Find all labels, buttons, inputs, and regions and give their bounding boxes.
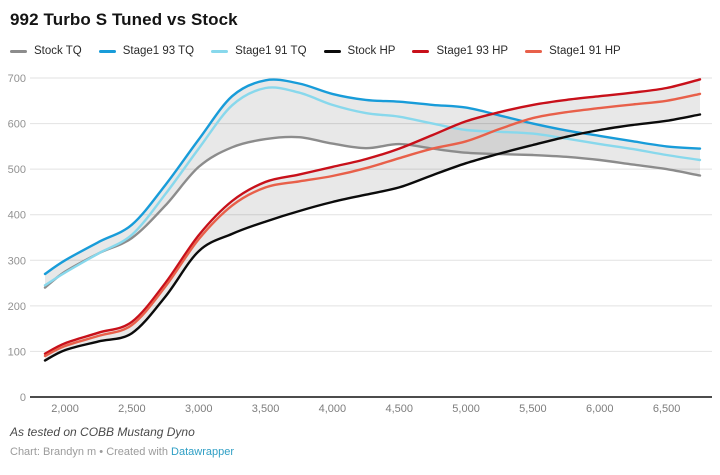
datawrapper-link[interactable]: Datawrapper xyxy=(171,446,234,458)
y-tick-label: 600 xyxy=(8,119,26,131)
x-tick-label: 2,500 xyxy=(118,403,146,415)
curve-stage1-91-tq xyxy=(43,86,702,287)
chart-header: 992 Turbo S Tuned vs Stock xyxy=(0,0,720,30)
curve-stock-hp xyxy=(43,113,702,362)
x-tick-label: 5,000 xyxy=(452,403,480,415)
legend-item: Stage1 91 TQ xyxy=(211,45,307,57)
created-with-text: Created with xyxy=(106,446,168,458)
legend-label: Stage1 91 TQ xyxy=(235,45,307,57)
curve-stock-tq xyxy=(43,135,702,289)
x-tick-label: 3,000 xyxy=(185,403,213,415)
curve-stage1-93-hp xyxy=(43,78,702,355)
curve-stage1-91-hp xyxy=(43,92,702,358)
x-tick-label: 4,500 xyxy=(385,403,413,415)
legend-line-swatch-icon xyxy=(10,49,27,53)
x-tick-label: 6,500 xyxy=(653,403,681,415)
legend-item: Stage1 91 HP xyxy=(525,45,621,57)
footer-byline: Chart: Brandyn m • Created with Datawrap… xyxy=(10,446,720,458)
y-tick-label: 300 xyxy=(8,255,26,267)
legend-line-swatch-icon xyxy=(98,49,116,53)
y-tick-label: 0 xyxy=(20,392,26,404)
gain-band xyxy=(45,79,700,288)
byline-text: Chart: Brandyn m xyxy=(10,446,97,458)
legend-item: Stage1 93 HP xyxy=(412,45,508,57)
footer-note: As tested on COBB Mustang Dyno xyxy=(10,425,195,439)
legend-line-swatch-icon xyxy=(323,49,341,53)
y-tick-label: 200 xyxy=(8,301,26,313)
x-tick-label: 2,000 xyxy=(51,403,79,415)
legend-label: Stage1 91 HP xyxy=(549,45,621,57)
x-tick-label: 4,000 xyxy=(319,403,347,415)
legend-line-swatch-icon xyxy=(211,49,229,53)
x-tick-label: 6,000 xyxy=(586,403,614,415)
legend-label: Stage1 93 TQ xyxy=(122,45,195,57)
legend: Stock TQ Stage1 93 TQ Stage1 91 TQ Stock… xyxy=(10,45,720,57)
legend-item: Stock HP xyxy=(323,45,396,57)
legend-label: Stage1 93 HP xyxy=(436,45,509,57)
x-tick-label: 3,500 xyxy=(252,403,280,415)
legend-label: Stock HP xyxy=(347,45,396,57)
curve-stage1-93-tq xyxy=(43,78,702,276)
legend-line-swatch-icon xyxy=(525,49,543,53)
legend-line-swatch-icon xyxy=(412,49,430,53)
legend-item: Stock TQ xyxy=(10,45,82,57)
y-tick-label: 500 xyxy=(8,164,26,176)
chart-footer: As tested on COBB Mustang Dyno Chart: Br… xyxy=(0,425,720,458)
x-tick-label: 5,500 xyxy=(519,403,547,415)
byline-separator: • xyxy=(99,446,104,458)
chart-title: 992 Turbo S Tuned vs Stock xyxy=(10,10,238,29)
y-tick-label: 700 xyxy=(8,73,26,85)
y-tick-label: 100 xyxy=(8,346,26,358)
plot-svg: 0 100 200 300 400 500 600 700 2,000 2,500 3,000 3,5… xyxy=(8,73,712,415)
y-tick-label: 400 xyxy=(8,210,26,222)
legend-label: Stock TQ xyxy=(34,45,82,57)
line-chart: 0 100 200 300 400 500 600 700 2,000 2,500 3,000 3,5… xyxy=(0,62,720,418)
legend-item: Stage1 93 TQ xyxy=(98,45,195,57)
